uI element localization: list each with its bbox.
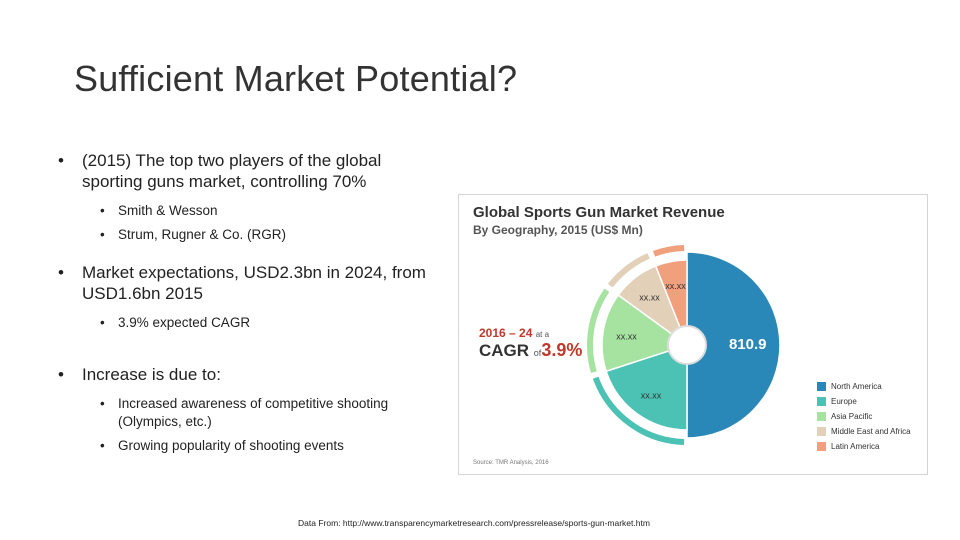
legend-item-latin-america: Latin America [817,440,911,452]
chart-title: Global Sports Gun Market Revenue [473,204,725,221]
pie-ring-europe [592,376,685,445]
legend-item-asia-pacific: Asia Pacific [817,410,911,422]
legend-item-north-america: North America [817,380,911,392]
cagr-at-text: at a [535,330,550,339]
sub-bullet-awareness: Increased awareness of competitive shoot… [58,395,438,431]
pie-label-latin-america: xx.xx [665,281,686,291]
source-footer: Data From: http://www.transparencymarket… [298,518,650,528]
legend-swatch [817,396,826,406]
legend-swatch [817,411,826,421]
legend-label: Latin America [831,441,880,451]
legend-label: Asia Pacific [831,411,873,421]
bullet-top-players: (2015) The top two players of the global… [58,150,438,192]
bullet-market-expectations: Market expectations, USD2.3bn in 2024, f… [58,262,438,304]
cagr-label: CAGR [479,341,530,360]
cagr-years: 2016 – 24 [479,326,533,340]
legend-swatch [817,441,826,451]
legend-label: Middle East and Africa [831,426,911,436]
pie-ring-latin-america [652,245,685,257]
cagr-value: 3.9% [541,340,583,360]
legend-item-europe: Europe [817,395,911,407]
pie-slice-asia-pacific [601,293,689,373]
pie-slice-north-america [686,251,781,439]
donut-center [667,325,707,365]
cagr-of-text: of [533,348,542,358]
pie-label-north-america: 810.9 [729,336,767,353]
cagr-callout: CAGR of3.9% [479,340,582,361]
market-revenue-chart: Global Sports Gun Market Revenue By Geog… [458,194,928,475]
cagr-period: 2016 – 24 at a [479,326,549,340]
sub-bullet-smith-wesson: Smith & Wesson [58,202,438,220]
chart-legend: North America Europe Asia Pacific Middle Ea… [817,380,911,455]
legend-swatch [817,381,826,391]
slide-title: Sufficient Market Potential? [74,58,518,99]
pie-label-europe: xx.xx [641,391,662,401]
sub-bullet-popularity: Growing popularity of shooting events [58,437,438,455]
pie-slice-latin-america [654,259,688,346]
legend-item-middle-east-and-africa: Middle East and Africa [817,425,911,437]
chart-source: Source: TMR Analysis, 2016 [473,460,549,466]
legend-label: Europe [831,396,857,406]
legend-label: North America [831,381,882,391]
chart-subtitle: By Geography, 2015 (US$ Mn) [473,223,643,237]
pie-ring-asia-pacific [587,288,610,374]
pie-ring-middle-east-and-africa [607,253,650,288]
sub-bullet-cagr: 3.9% expected CAGR [58,314,438,332]
sub-bullet-rgr: Strum, Rugner & Co. (RGR) [58,226,438,244]
pie-slice-europe [605,343,688,431]
legend-swatch [817,426,826,436]
bullet-increase-reason: Increase is due to: [58,364,438,385]
pie-label-middle-east-and-africa: xx.xx [639,293,660,303]
donut-chart: 810.9 xx.xx xx.xx xx.xx xx.xx [587,245,781,445]
pie-label-asia-pacific: xx.xx [616,331,637,341]
bullet-list: (2015) The top two players of the global… [58,150,438,461]
